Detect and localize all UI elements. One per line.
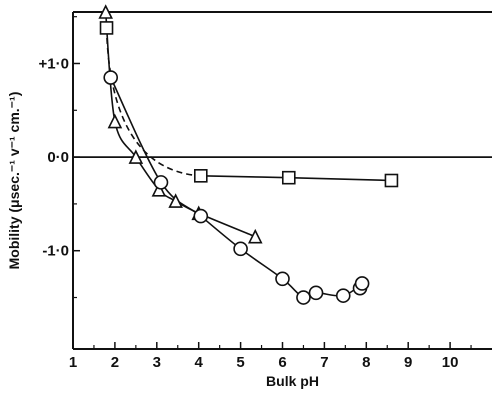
- x-tick-label: 1: [69, 354, 77, 371]
- tick-labels: 1 2 3 4 5 6 7 8 9 10 +1·0 0·0 -1·0: [39, 55, 459, 371]
- triangle-marker: [107, 113, 123, 129]
- circle-marker: [233, 241, 248, 257]
- x-tick-label: 9: [404, 354, 412, 371]
- y-axis-label: Mobility (μsec.⁻¹ v⁻¹ cm.⁻¹): [6, 92, 22, 270]
- series-markers: [98, 4, 399, 305]
- x-tick-label: 8: [362, 354, 370, 371]
- x-tick-label: 3: [153, 354, 161, 371]
- x-tick-label: 6: [278, 354, 286, 371]
- square-marker: [281, 170, 296, 185]
- circle-marker: [354, 276, 370, 291]
- series-square-curve: [200, 175, 392, 182]
- y-tick-label: 0·0: [47, 149, 69, 166]
- triangle-marker: [247, 228, 263, 244]
- x-tick-label: 7: [320, 354, 328, 371]
- x-tick-label: 10: [442, 354, 459, 371]
- square-marker: [193, 169, 208, 183]
- x-axis-label: Bulk pH: [266, 373, 319, 389]
- y-tick-label: +1·0: [39, 55, 69, 72]
- triangle-marker: [128, 149, 144, 164]
- circle-marker: [153, 175, 169, 190]
- triangle-marker: [98, 4, 113, 19]
- x-tick-label: 4: [195, 354, 204, 371]
- y-tick-label: -1·0: [42, 243, 69, 260]
- circle-marker: [103, 70, 119, 85]
- series-curves: [104, 11, 392, 299]
- x-tick-label: 5: [236, 354, 244, 371]
- triangle-marker: [168, 193, 183, 208]
- series-circle-curve: [109, 77, 363, 299]
- circle-marker: [275, 271, 290, 287]
- circle-marker: [308, 285, 324, 301]
- axes: [72, 11, 492, 350]
- square-marker: [384, 173, 399, 188]
- circle-marker: [193, 208, 209, 224]
- circle-marker: [335, 288, 351, 303]
- x-tick-label: 2: [111, 354, 119, 371]
- square-marker: [99, 21, 114, 35]
- series-square-dashed-curve: [105, 27, 201, 177]
- triangle-marker: [151, 182, 167, 197]
- circle-marker: [296, 290, 311, 305]
